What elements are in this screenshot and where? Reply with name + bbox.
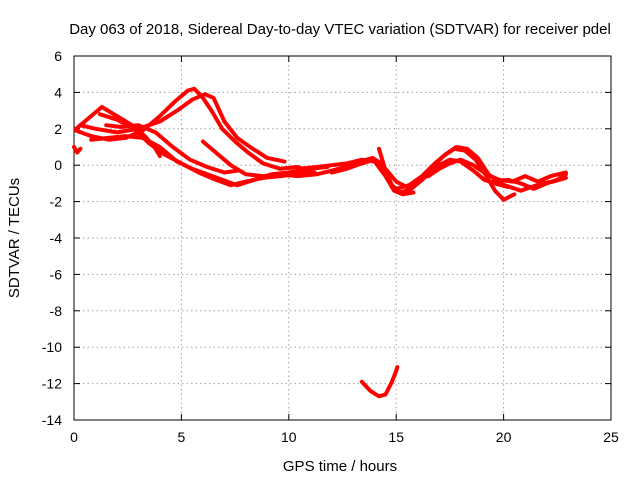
- plot-frame: [73, 55, 612, 421]
- y-tick-label: -8: [50, 303, 63, 319]
- series-line-arc-15: [359, 365, 400, 399]
- series-line-arc-3: [78, 92, 287, 164]
- x-tick-label: 10: [281, 429, 297, 445]
- y-tick-label: 2: [54, 121, 62, 137]
- chart-title: Day 063 of 2018, Sidereal Day-to-day VTE…: [69, 21, 611, 38]
- series-line-arc-12: [426, 157, 568, 184]
- y-tick-label: -4: [50, 230, 63, 246]
- series-line-arc-13: [490, 172, 568, 191]
- y-tick-label: -10: [42, 339, 62, 355]
- y-tick-label: -6: [50, 266, 63, 282]
- x-tick-label: 20: [496, 429, 512, 445]
- x-tick-label: 5: [178, 429, 186, 445]
- series-line-arc-14: [72, 145, 83, 155]
- y-axis-label: SDTVAR / TECUs: [6, 178, 23, 298]
- series-line-arc-11: [394, 145, 568, 193]
- y-tick-label: 0: [54, 157, 62, 173]
- y-tick-label: 6: [54, 48, 62, 64]
- y-tick-label: -12: [42, 376, 62, 392]
- data-series: [72, 86, 568, 399]
- grid-lines: [74, 56, 611, 420]
- y-tick-label: -14: [42, 412, 62, 428]
- x-tick-label: 0: [70, 429, 78, 445]
- y-tick-label: -2: [50, 194, 63, 210]
- series-line-arc-10: [377, 146, 517, 202]
- x-tick-label: 25: [603, 429, 619, 445]
- series-line-arc-6: [104, 123, 240, 175]
- x-tick-label: 15: [388, 429, 404, 445]
- x-axis-label: GPS time / hours: [283, 458, 397, 475]
- y-tick-label: 4: [54, 84, 62, 100]
